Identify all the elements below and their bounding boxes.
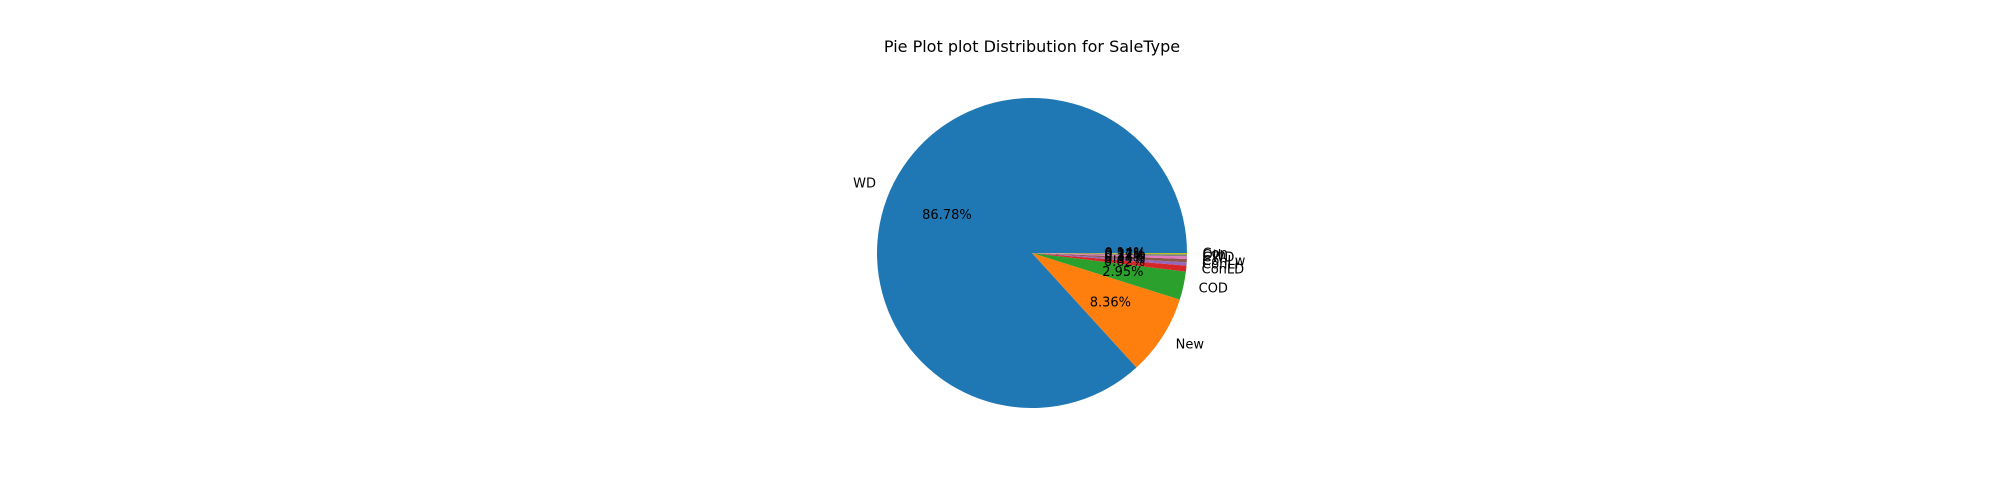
slice-label-conld: ConLD <box>1202 263 1245 278</box>
slice-label-conli: ConLI <box>1202 258 1238 273</box>
pie-slice-oth <box>1032 253 1187 257</box>
slice-pct-conld: 0.62% <box>1104 255 1145 270</box>
slice-label-cod: COD <box>1199 282 1228 297</box>
slice-label-wd: WD <box>853 177 876 192</box>
slice-pct-oth: 0.21% <box>1104 247 1145 262</box>
pie-slice-conld <box>1032 253 1187 272</box>
pie-slice-cod <box>1032 253 1186 300</box>
pie-slices <box>877 97 1187 408</box>
slice-label-new: New <box>1176 337 1205 352</box>
slice-label-con: Con <box>1203 246 1228 261</box>
pie-labels: WD 86.78% New 8.36% COD 2.95% ConLD 0.62% ConLI 0… <box>853 177 1246 353</box>
pie-slice-conlw <box>1032 253 1187 263</box>
slice-pct-new: 8.36% <box>1090 296 1131 311</box>
slice-label-conlw: ConLw <box>1202 254 1246 269</box>
slice-pct-conlw: 0.34% <box>1104 250 1145 265</box>
slice-pct-con: 0.14% <box>1104 246 1145 261</box>
slice-pct-cwd: 0.27% <box>1104 248 1145 263</box>
slice-pct-wd: 86.78% <box>922 208 972 223</box>
slice-pct-cod: 2.95% <box>1102 265 1143 280</box>
slice-pct-conli: 0.34% <box>1104 252 1145 267</box>
slice-label-oth: Oth <box>1202 248 1226 263</box>
pie-slice-wd <box>877 97 1187 408</box>
chart-title: Pie Plot plot Distribution for SaleType <box>884 37 1180 56</box>
pie-slice-new <box>1032 253 1180 368</box>
slice-label-cwd: CWD <box>1202 251 1234 266</box>
pie-slice-conli <box>1032 253 1187 266</box>
pie-slice-con <box>1032 253 1187 255</box>
pie-slice-cwd <box>1032 253 1187 260</box>
